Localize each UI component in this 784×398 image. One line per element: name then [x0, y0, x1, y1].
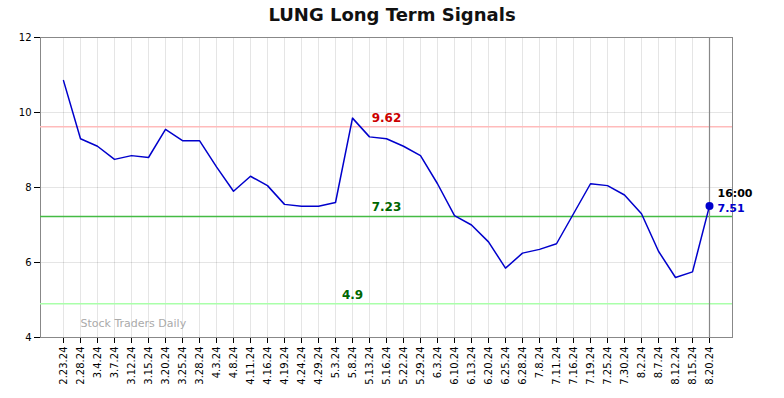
- svg-text:5.29.24: 5.29.24: [415, 347, 426, 385]
- svg-text:5.13.24: 5.13.24: [364, 347, 375, 385]
- svg-text:4.24.24: 4.24.24: [296, 347, 307, 385]
- svg-text:4: 4: [25, 332, 31, 343]
- svg-text:4.29.24: 4.29.24: [313, 347, 324, 385]
- svg-text:4.11.24: 4.11.24: [245, 347, 256, 385]
- svg-text:4.16.24: 4.16.24: [262, 347, 273, 385]
- svg-text:8.2.24: 8.2.24: [636, 347, 647, 379]
- svg-text:8: 8: [25, 182, 31, 193]
- svg-text:8.15.24: 8.15.24: [687, 347, 698, 385]
- svg-text:12: 12: [19, 32, 32, 43]
- svg-text:3.25.24: 3.25.24: [177, 347, 188, 385]
- svg-text:16:00: 16:00: [718, 187, 753, 200]
- svg-text:10: 10: [19, 107, 32, 118]
- svg-text:7.16.24: 7.16.24: [568, 347, 579, 385]
- svg-text:5.3.24: 5.3.24: [330, 347, 341, 379]
- svg-text:7.30.24: 7.30.24: [619, 347, 630, 385]
- svg-text:7.8.24: 7.8.24: [534, 347, 545, 379]
- svg-text:Stock Traders Daily: Stock Traders Daily: [81, 317, 187, 330]
- svg-text:3.7.24: 3.7.24: [109, 347, 120, 379]
- svg-text:5.22.24: 5.22.24: [398, 347, 409, 385]
- svg-text:6.13.24: 6.13.24: [466, 347, 477, 385]
- svg-text:6.10.24: 6.10.24: [449, 347, 460, 385]
- svg-text:3.4.24: 3.4.24: [92, 347, 103, 379]
- svg-text:3.20.24: 3.20.24: [160, 347, 171, 385]
- svg-text:3.28.24: 3.28.24: [194, 347, 205, 385]
- svg-text:4.3.24: 4.3.24: [211, 347, 222, 379]
- svg-text:4.9: 4.9: [342, 288, 363, 302]
- svg-text:6.3.24: 6.3.24: [432, 347, 443, 379]
- svg-text:3.12.24: 3.12.24: [126, 347, 137, 385]
- svg-text:3.15.24: 3.15.24: [143, 347, 154, 385]
- svg-text:2.28.24: 2.28.24: [75, 347, 86, 385]
- svg-text:7.51: 7.51: [718, 202, 745, 215]
- svg-text:6.28.24: 6.28.24: [517, 347, 528, 385]
- svg-text:7.25.24: 7.25.24: [602, 347, 613, 385]
- svg-text:8.20.24: 8.20.24: [704, 347, 715, 385]
- svg-text:4.8.24: 4.8.24: [228, 347, 239, 379]
- svg-text:2.23.24: 2.23.24: [58, 347, 69, 385]
- svg-text:5.8.24: 5.8.24: [347, 347, 358, 379]
- svg-text:9.62: 9.62: [372, 111, 402, 125]
- svg-text:6: 6: [25, 257, 31, 268]
- svg-text:8.12.24: 8.12.24: [670, 347, 681, 385]
- html-text:LUNG Long Term Signals: LUNG Long Term Signals: [268, 4, 516, 25]
- svg-text:8.7.24: 8.7.24: [653, 347, 664, 379]
- svg-text:7.19.24: 7.19.24: [585, 347, 596, 385]
- svg-text:5.16.24: 5.16.24: [381, 347, 392, 385]
- svg-text:7.11.24: 7.11.24: [551, 347, 562, 385]
- svg-text:6.20.24: 6.20.24: [483, 347, 494, 385]
- svg-text:6.25.24: 6.25.24: [500, 347, 511, 385]
- svg-text:7.23: 7.23: [372, 200, 402, 214]
- svg-text:4.19.24: 4.19.24: [279, 347, 290, 385]
